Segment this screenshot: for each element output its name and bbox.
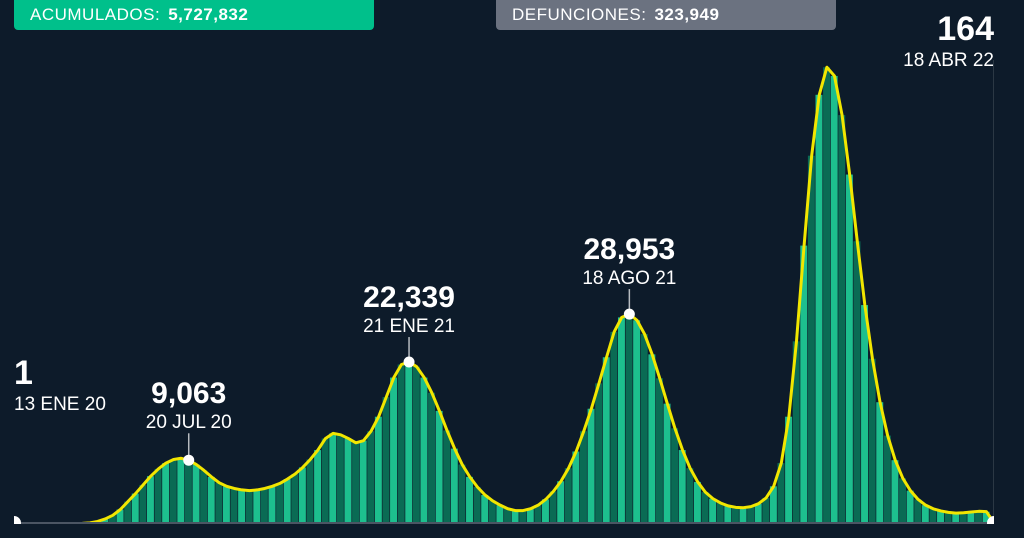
header: ACUMULADOS: 5,727,832 DEFUNCIONES: 323,9… [0, 0, 1024, 30]
x-axis-line [14, 522, 994, 524]
acumulados-value: 5,727,832 [168, 5, 248, 25]
chart-container: 113 ENE 209,06320 JUL 2022,33921 ENE 212… [14, 60, 994, 524]
acumulados-stat: ACUMULADOS: 5,727,832 [14, 0, 374, 30]
chart-svg [14, 60, 994, 524]
acumulados-label: ACUMULADOS: [30, 5, 160, 25]
defunciones-stat: DEFUNCIONES: 323,949 [496, 0, 836, 30]
defunciones-label: DEFUNCIONES: [512, 5, 646, 25]
defunciones-value: 323,949 [654, 5, 719, 25]
